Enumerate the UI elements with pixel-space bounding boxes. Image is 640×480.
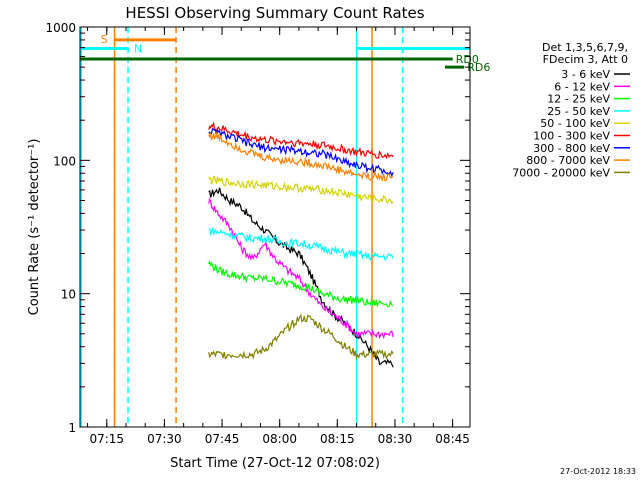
legend-label-6: 300 - 800 keV xyxy=(533,142,610,155)
x-tick-label-3: 08:00 xyxy=(262,432,297,446)
legend-label-2: 12 - 25 keV xyxy=(547,93,610,106)
legend-label-1: 6 - 12 keV xyxy=(554,80,610,93)
series-line-2 xyxy=(208,259,394,308)
x-tick-label-1: 07:30 xyxy=(147,432,182,446)
legend-label-0: 3 - 6 keV xyxy=(561,68,610,81)
legend-header-line-1: Det 1,3,5,6,7,9, xyxy=(542,41,628,54)
series-line-7 xyxy=(208,131,394,182)
x-axis-label: Start Time (27-Oct-12 07:08:02) xyxy=(170,456,380,471)
axis-ticks: 07:15 07:30 07:45 08:00 08:15 08:30 08:45 1 10 10… xyxy=(45,21,470,446)
y-axis-label: Count Rate (s⁻¹ detector⁻¹) xyxy=(27,139,42,316)
series-line-6 xyxy=(208,127,394,178)
state-bar-label-1: N xyxy=(134,42,142,55)
series-line-5 xyxy=(208,121,394,160)
state-bar-label-4: RD6 xyxy=(467,61,490,74)
series-line-4 xyxy=(208,175,394,205)
legend-label-7: 800 - 7000 keV xyxy=(526,154,610,167)
chart-title: HESSI Observing Summary Count Rates xyxy=(125,4,424,22)
y-tick-label-2: 100 xyxy=(53,154,76,168)
vertical-markers xyxy=(80,27,404,427)
state-bar-label-3: RD0 xyxy=(456,53,479,66)
legend-label-5: 100 - 300 keV xyxy=(533,130,610,143)
plot-frame xyxy=(79,26,471,428)
x-tick-label-6: 08:45 xyxy=(435,432,470,446)
legend-label-8: 7000 - 20000 keV xyxy=(512,166,610,179)
x-tick-label-0: 07:15 xyxy=(89,432,124,446)
x-tick-label-4: 08:15 xyxy=(320,432,355,446)
legend-label-4: 50 - 100 keV xyxy=(540,117,610,130)
legend-label-3: 25 - 50 keV xyxy=(547,105,610,118)
series-line-1 xyxy=(208,197,394,340)
y-tick-label-1: 10 xyxy=(61,288,76,302)
y-tick-label-3: 1000 xyxy=(45,21,76,35)
footer-timestamp: 27-Oct-2012 18:33 xyxy=(560,467,636,476)
y-tick-label-0: 1 xyxy=(68,421,76,435)
legend: Det 1,3,5,6,7,9, FDecim 3, Att 0 3 - 6 k… xyxy=(512,41,630,179)
series-line-3 xyxy=(208,227,394,262)
data-series xyxy=(208,121,394,368)
legend-header-line-2: FDecim 3, Att 0 xyxy=(543,53,628,66)
state-bar-label-0: S xyxy=(101,33,108,46)
series-line-8 xyxy=(208,313,394,360)
x-tick-label-2: 07:45 xyxy=(205,432,240,446)
x-tick-label-5: 08:30 xyxy=(378,432,413,446)
